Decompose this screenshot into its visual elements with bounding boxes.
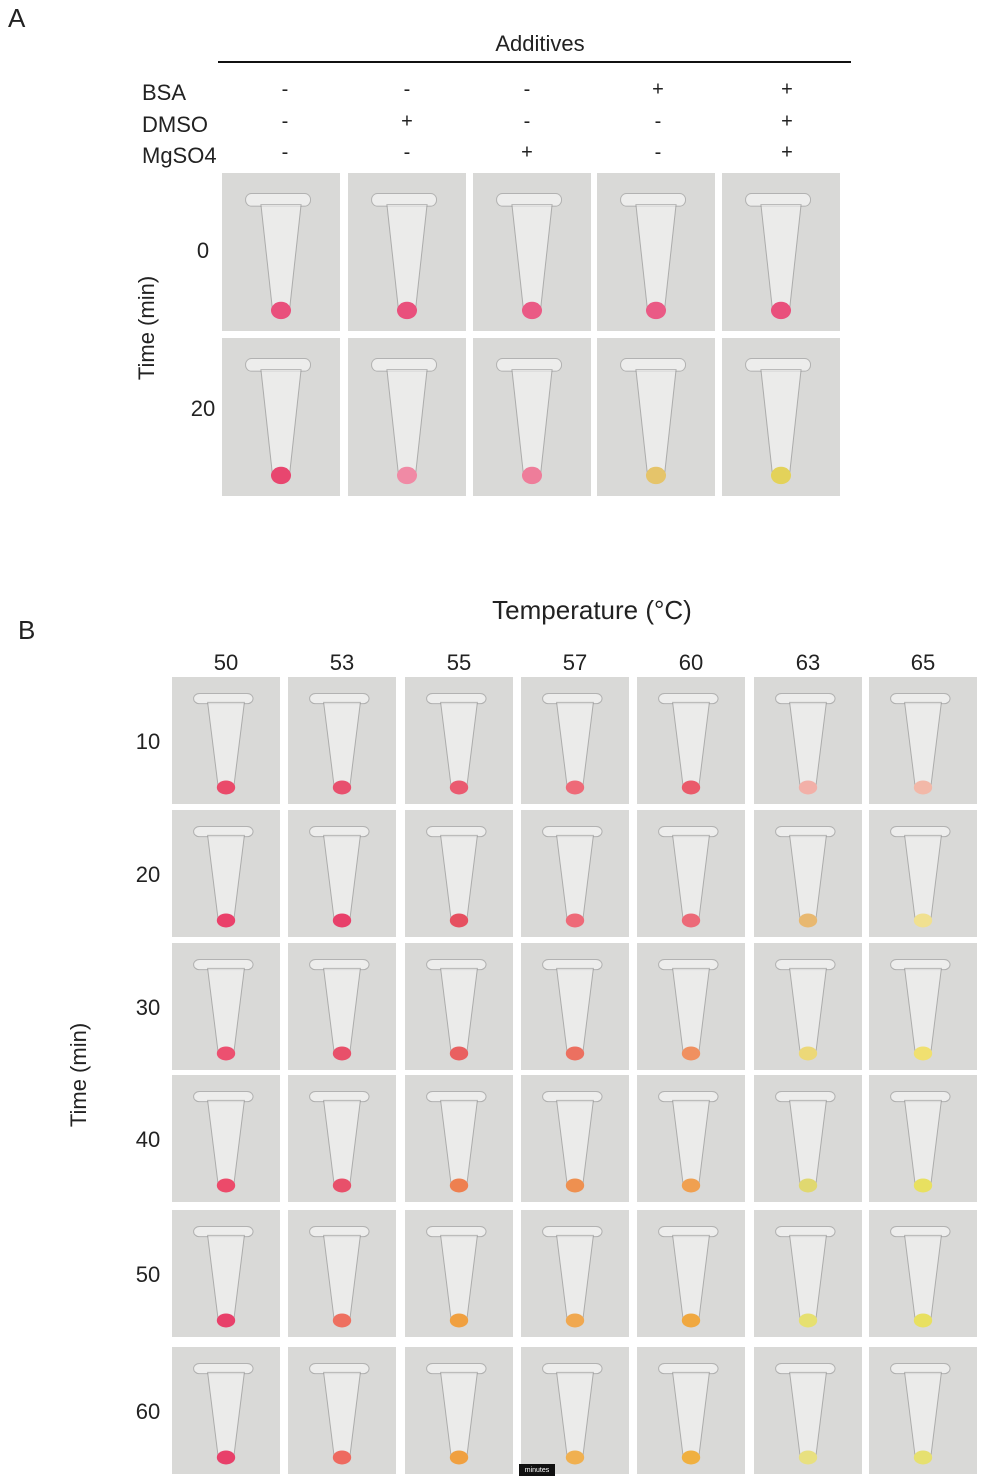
- tube-liquid: [332, 1450, 352, 1465]
- tube-liquid: [565, 913, 585, 928]
- tube-liquid: [270, 301, 292, 320]
- tube-liquid: [216, 780, 236, 795]
- tube-liquid: [913, 780, 933, 795]
- header: Additives: [495, 31, 584, 56]
- stamp-box: [519, 1464, 555, 1476]
- tube-liquid: [770, 466, 792, 485]
- tube-liquid: [449, 1046, 469, 1061]
- tube-liquid: [913, 1046, 933, 1061]
- tube-liquid: [798, 1313, 818, 1328]
- column-label: 50: [214, 650, 238, 675]
- tube-liquid: [645, 466, 667, 485]
- tube-liquid: [332, 780, 352, 795]
- tube-liquid: [798, 1450, 818, 1465]
- sign: +: [521, 141, 533, 163]
- tube-liquid: [798, 1046, 818, 1061]
- tube-liquid: [396, 301, 418, 320]
- tube-liquid: [565, 1178, 585, 1193]
- tube-liquid: [681, 780, 701, 795]
- tube-liquid: [449, 780, 469, 795]
- y-label: Time (min): [66, 1023, 91, 1127]
- sign: -: [524, 78, 531, 100]
- tube-liquid: [565, 1313, 585, 1328]
- time-label: 50: [136, 1262, 160, 1287]
- column-label: 55: [447, 650, 471, 675]
- tube-liquid: [216, 913, 236, 928]
- tube-liquid: [216, 1178, 236, 1193]
- header: Temperature (°C): [492, 595, 692, 625]
- tube-liquid: [798, 780, 818, 795]
- sign: +: [781, 110, 793, 132]
- sign: +: [781, 78, 793, 100]
- time-label: 30: [136, 995, 160, 1020]
- tube-liquid: [681, 1046, 701, 1061]
- tube-liquid: [449, 913, 469, 928]
- panel-label: A: [8, 3, 26, 33]
- tube-liquid: [449, 1178, 469, 1193]
- stamp: minutes: [525, 1467, 550, 1474]
- sign: -: [404, 141, 411, 163]
- tube-liquid: [798, 913, 818, 928]
- tube-liquid: [449, 1450, 469, 1465]
- column-label: 63: [796, 650, 820, 675]
- sign: +: [401, 110, 413, 132]
- row-label: MgSO4: [142, 143, 217, 168]
- panel-label: B: [18, 615, 35, 645]
- column-label: 65: [911, 650, 935, 675]
- tube-liquid: [913, 1178, 933, 1193]
- column-label: 53: [330, 650, 354, 675]
- tube-liquid: [913, 1313, 933, 1328]
- time-label: 40: [136, 1127, 160, 1152]
- time-label: 20: [191, 396, 215, 421]
- tube-liquid: [681, 1178, 701, 1193]
- tube-liquid: [681, 913, 701, 928]
- sign: -: [282, 110, 289, 132]
- tube-liquid: [216, 1313, 236, 1328]
- tube-liquid: [770, 301, 792, 320]
- y-label: Time (min): [134, 276, 159, 380]
- sign: -: [404, 78, 411, 100]
- tube-liquid: [332, 1178, 352, 1193]
- tube-liquid: [332, 1046, 352, 1061]
- tube-liquid: [449, 1313, 469, 1328]
- sign: +: [652, 78, 664, 100]
- tube-liquid: [270, 466, 292, 485]
- tube-liquid: [396, 466, 418, 485]
- tube-liquid: [521, 301, 543, 320]
- tube-liquid: [681, 1313, 701, 1328]
- tube-liquid: [521, 466, 543, 485]
- tube-liquid: [216, 1046, 236, 1061]
- sign: -: [282, 78, 289, 100]
- time-label: 0: [197, 238, 209, 263]
- sign: +: [781, 141, 793, 163]
- column-label: 60: [679, 650, 703, 675]
- sign: -: [282, 141, 289, 163]
- tube-liquid: [216, 1450, 236, 1465]
- sign: -: [524, 110, 531, 132]
- tube-liquid: [681, 1450, 701, 1465]
- tube-liquid: [645, 301, 667, 320]
- tube-liquid: [913, 1450, 933, 1465]
- sign: -: [655, 141, 662, 163]
- time-label: 60: [136, 1399, 160, 1424]
- tube-liquid: [798, 1178, 818, 1193]
- tube-liquid: [565, 780, 585, 795]
- column-label: 57: [563, 650, 587, 675]
- tube-liquid: [565, 1046, 585, 1061]
- tube-liquid: [332, 913, 352, 928]
- time-label: 10: [136, 729, 160, 754]
- time-label: 20: [136, 862, 160, 887]
- row-label: DMSO: [142, 112, 208, 137]
- tube-liquid: [913, 913, 933, 928]
- sign: -: [655, 110, 662, 132]
- tube-liquid: [332, 1313, 352, 1328]
- row-label: BSA: [142, 80, 186, 105]
- tube-liquid: [565, 1450, 585, 1465]
